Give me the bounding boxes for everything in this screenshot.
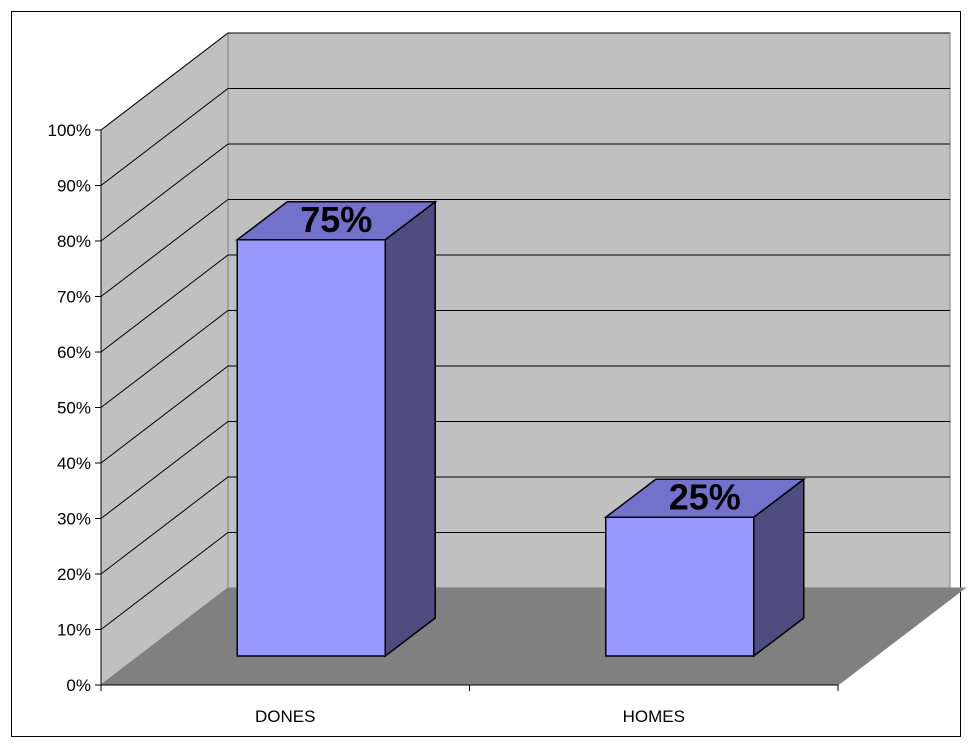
gridline	[100, 254, 950, 353]
gridline	[100, 88, 950, 186]
y-tick-label: 70%	[57, 288, 91, 307]
floor	[99, 587, 967, 686]
bar-side	[384, 200, 436, 658]
data-label: 75%	[300, 199, 372, 240]
bar-homes	[603, 477, 806, 658]
y-tick-label: 60%	[57, 343, 91, 362]
data-label: 25%	[669, 476, 741, 517]
bar-front	[236, 239, 386, 657]
gridline	[100, 421, 950, 519]
y-tick-label: 100%	[48, 121, 91, 140]
y-tick-label: 0%	[66, 676, 91, 695]
y-tick-label: 10%	[57, 621, 91, 640]
gridline	[100, 476, 950, 575]
gridline	[100, 143, 950, 242]
gridline	[100, 32, 950, 131]
y-tick-label: 30%	[57, 510, 91, 529]
y-tick-label: 20%	[57, 565, 91, 584]
y-tick-label: 40%	[57, 454, 91, 473]
gridline	[100, 310, 950, 408]
bar-dones	[235, 200, 438, 658]
bar-front	[605, 516, 755, 657]
y-tick-label: 80%	[57, 232, 91, 251]
y-tick-label: 90%	[57, 177, 91, 196]
category-label: DONES	[255, 707, 315, 726]
gridline	[100, 365, 950, 464]
y-tick-label: 50%	[57, 399, 91, 418]
gridline	[100, 199, 950, 297]
category-label: HOMES	[623, 707, 685, 726]
